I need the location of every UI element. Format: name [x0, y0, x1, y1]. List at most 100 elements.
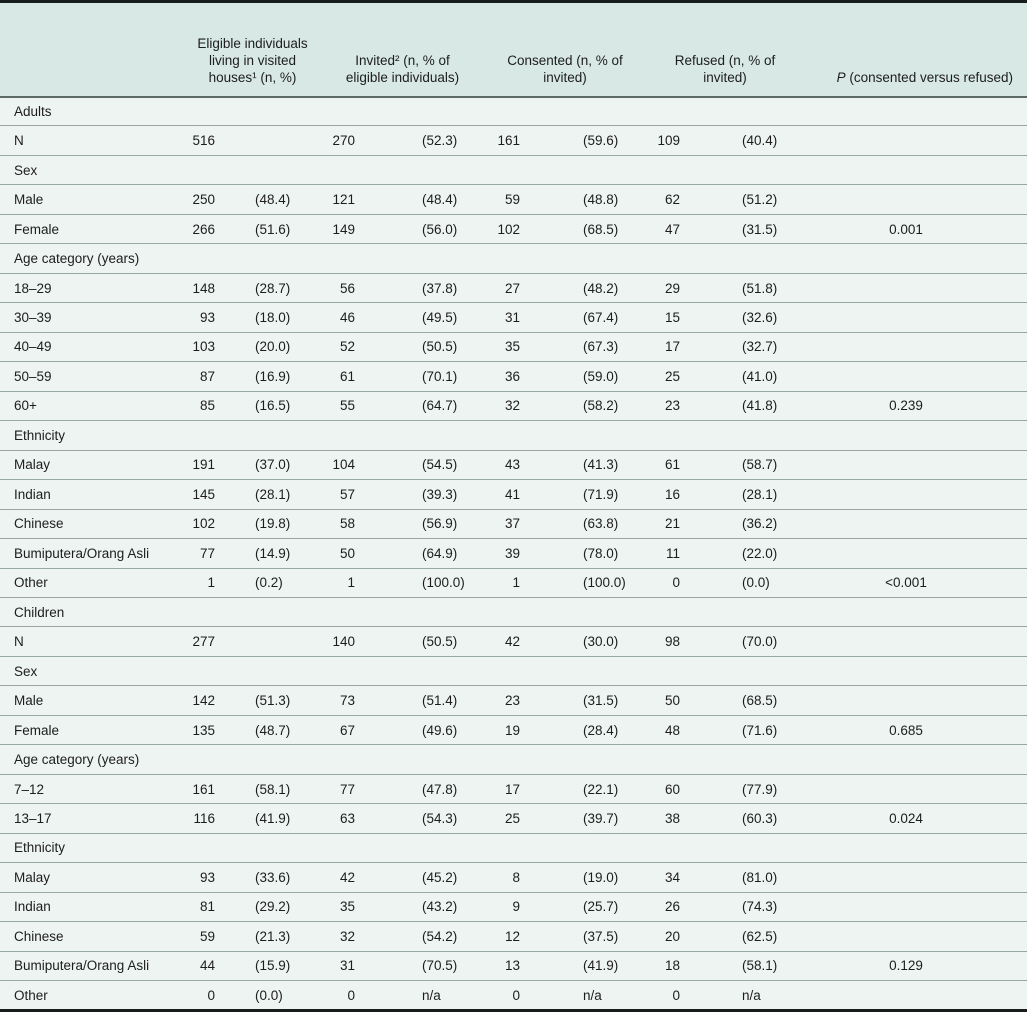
invited-n: 140: [332, 634, 355, 650]
refused-pct: (81.0): [742, 869, 778, 885]
table-row: Male 250 (48.4) 121 (48.4) 59 (48.8) 62 (51.2): [0, 184, 1027, 214]
invited-pct: (49.6): [422, 722, 458, 738]
invited-pct: (64.9): [422, 545, 458, 561]
row-label: Male: [14, 192, 44, 208]
refused-n: 18: [664, 958, 680, 974]
refused-pct: (71.6): [742, 722, 778, 738]
consented-n: 39: [504, 545, 520, 561]
consented-pct: (48.8): [583, 192, 619, 208]
consented-n: 13: [504, 958, 520, 974]
section-row: Ethnicity: [0, 833, 1027, 862]
refused-n: 61: [664, 457, 680, 473]
refused-pct: (62.5): [742, 928, 778, 944]
section-label: Ethnicity: [14, 427, 66, 443]
consented-n: 35: [504, 339, 520, 355]
p-value: [805, 981, 1027, 1011]
section-row: Age category (years): [0, 744, 1027, 774]
consented-pct: (28.4): [583, 722, 619, 738]
header-invited-label: Invited² (n, % of eligible individuals): [345, 52, 460, 86]
table-row: Indian 145 (28.1) 57 (39.3) 41 (71.9) 16 (28.1): [0, 479, 1027, 509]
refused-n: 25: [664, 368, 680, 384]
consented-n: 59: [504, 192, 520, 208]
consented-n: 23: [504, 693, 520, 709]
section-label: Age category (years): [14, 752, 140, 768]
section-label: Adults: [14, 103, 52, 119]
header-p-rest: (consented versus refused): [845, 70, 1013, 86]
eligible-n: 77: [199, 545, 215, 561]
invited-n: 0: [347, 987, 355, 1003]
table-header: Eligible individuals living in visited h…: [0, 1, 1027, 97]
table-row: Indian 81 (29.2) 35 (43.2) 9 (25.7) 26 (74.3): [0, 892, 1027, 921]
invited-pct: (39.3): [422, 486, 458, 502]
consented-n: 8: [512, 869, 520, 885]
p-value: [805, 273, 1027, 302]
refused-n: 17: [664, 339, 680, 355]
invited-n: 57: [339, 486, 355, 502]
refused-n: 109: [657, 133, 680, 149]
consented-pct: (22.1): [583, 781, 619, 797]
invited-pct: (56.0): [422, 221, 458, 237]
refused-pct: (51.2): [742, 192, 778, 208]
table-row: 7–12 161 (58.1) 77 (47.8) 17 (22.1) 60 (77.9): [0, 774, 1027, 803]
consented-pct: (19.0): [583, 869, 619, 885]
section-row: Age category (years): [0, 243, 1027, 273]
refused-n: 0: [672, 575, 680, 591]
refused-n: 20: [664, 928, 680, 944]
section-row: Children: [0, 597, 1027, 626]
consented-pct: (58.2): [583, 398, 619, 414]
eligible-pct: (28.7): [255, 280, 291, 296]
section-label: Sex: [14, 663, 38, 679]
p-value: [805, 922, 1027, 951]
section-row: Ethnicity: [0, 420, 1027, 450]
p-value: [805, 686, 1027, 715]
invited-n: 67: [339, 722, 355, 738]
invited-pct: (51.4): [422, 693, 458, 709]
row-label: N: [14, 133, 24, 149]
header-p-symbol: P: [836, 70, 846, 86]
invited-n: 58: [339, 516, 355, 532]
p-value: 0.001: [889, 221, 923, 237]
invited-n: 63: [339, 810, 355, 826]
row-label: 7–12: [14, 781, 45, 797]
invited-pct: (52.3): [422, 133, 458, 149]
row-label: 40–49: [14, 339, 52, 355]
refused-n: 60: [664, 781, 680, 797]
eligible-n: 148: [192, 280, 215, 296]
invited-pct: (49.5): [422, 310, 458, 326]
table-row: Male 142 (51.3) 73 (51.4) 23 (31.5) 50 (68.5): [0, 685, 1027, 715]
refused-pct: (32.6): [742, 310, 778, 326]
invited-pct: (54.3): [422, 810, 458, 826]
consented-n: 12: [504, 928, 520, 944]
consented-pct: (100.0): [583, 575, 626, 591]
refused-pct: (58.1): [742, 958, 778, 974]
consented-n: 37: [504, 516, 520, 532]
refused-n: 29: [664, 280, 680, 296]
p-value: [805, 185, 1027, 214]
invited-pct: (47.8): [422, 781, 458, 797]
refused-n: 26: [664, 899, 680, 915]
invited-n: 56: [339, 280, 355, 296]
consented-n: 31: [504, 310, 520, 326]
section-row: Adults: [0, 96, 1027, 126]
section-label: Age category (years): [14, 251, 140, 267]
invited-n: 31: [339, 958, 355, 974]
header-p-value: P (consented versus refused): [805, 2, 1027, 97]
invited-pct: (50.5): [422, 339, 458, 355]
eligible-n: 191: [192, 457, 215, 473]
consented-n: 42: [504, 634, 520, 650]
table-row: Female 266 (51.6) 149 (56.0) 102 (68.5) 47 (31.5…: [0, 214, 1027, 243]
eligible-n: 93: [199, 310, 215, 326]
invited-n: 61: [339, 368, 355, 384]
invited-pct: (45.2): [422, 869, 458, 885]
invited-n: 35: [339, 899, 355, 915]
table-row: Chinese 59 (21.3) 32 (54.2) 12 (37.5) 20 (62.5): [0, 921, 1027, 951]
table-row: 13–17 116 (41.9) 63 (54.3) 25 (39.7) 38 (60.3) 0.…: [0, 803, 1027, 833]
eligible-pct: (51.6): [255, 221, 291, 237]
section-label: Sex: [14, 162, 38, 178]
refused-pct: (22.0): [742, 545, 778, 561]
eligible-n: 87: [199, 368, 215, 384]
invited-pct: (50.5): [422, 634, 458, 650]
consented-n: 27: [504, 280, 520, 296]
eligible-n: 250: [192, 192, 215, 208]
row-label: Other: [14, 987, 48, 1003]
